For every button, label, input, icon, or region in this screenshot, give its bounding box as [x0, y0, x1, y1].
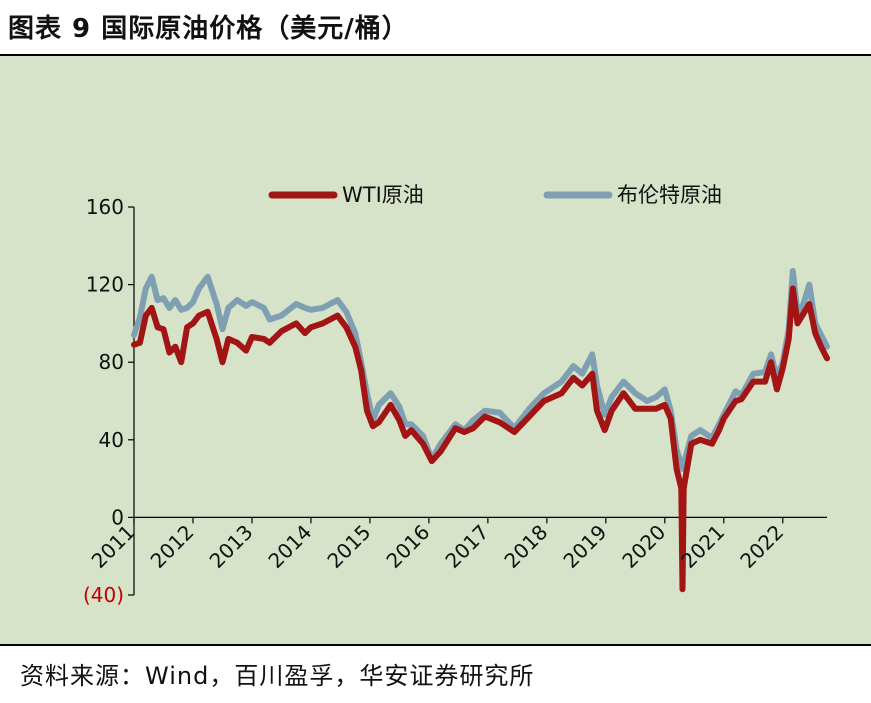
chart-title: 图表 9 国际原油价格（美元/桶） — [8, 14, 409, 44]
x-tick-label: 2014 — [264, 520, 317, 573]
chart-area: 160 120 80 40 0 (40) 2011 2012 2013 2014 2015 2016 2… — [0, 56, 871, 644]
y-tick-label: (40) — [83, 583, 124, 607]
source-note: 资料来源：Wind，百川盈孚，华安证券研究所 — [20, 662, 535, 690]
x-tick-label: 2019 — [558, 520, 611, 573]
x-tick-label: 2013 — [205, 520, 258, 573]
source-bar: 资料来源：Wind，百川盈孚，华安证券研究所 — [0, 644, 871, 703]
y-tick-label: 120 — [86, 273, 124, 297]
legend-layer: WTI原油 布伦特原油 — [268, 183, 722, 207]
x-tick-label: 2018 — [499, 520, 552, 573]
axes-layer — [128, 206, 827, 596]
x-tick-label: 2017 — [440, 520, 493, 573]
title-bar: 图表 9 国际原油价格（美元/桶） — [0, 0, 871, 56]
x-tick-label: 2020 — [617, 520, 670, 573]
x-tick-label: 2012 — [146, 520, 199, 573]
legend-brent: 布伦特原油 — [543, 183, 722, 207]
x-tick-label: 2016 — [381, 520, 434, 573]
y-tick-label: 0 — [111, 505, 124, 529]
y-tick-label: 80 — [99, 350, 124, 374]
series-layer — [131, 268, 830, 593]
wti-series-line — [131, 285, 830, 593]
x-tick-label: 2022 — [735, 520, 788, 573]
legend-wti: WTI原油 — [268, 183, 424, 207]
x-tick-label: 2015 — [322, 520, 375, 573]
brent-series-line — [131, 268, 830, 472]
legend-wti-label: WTI原油 — [342, 183, 424, 207]
y-tick-label: 160 — [86, 195, 124, 219]
legend-brent-label: 布伦特原油 — [617, 183, 722, 207]
y-tick-label: 40 — [99, 428, 124, 452]
